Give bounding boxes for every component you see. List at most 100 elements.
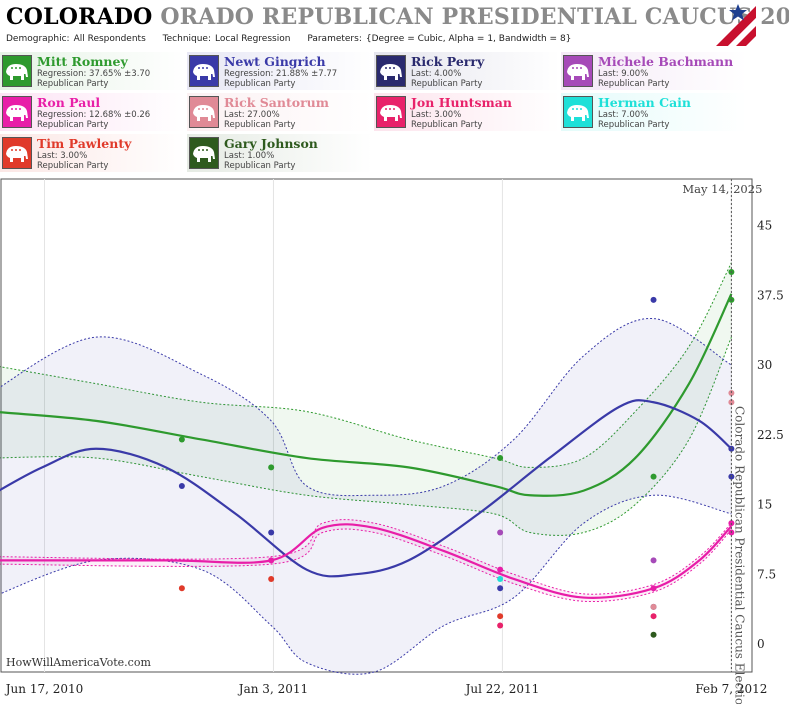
candidate-party: Republican Party xyxy=(37,161,109,171)
candidate-party: Republican Party xyxy=(411,120,483,130)
candidate-party: Republican Party xyxy=(598,79,670,89)
legend-entry-mitt-romney: Mitt Romney Regression: 37.65% ±3.70 Rep… xyxy=(0,52,186,90)
legend-entry-tim-pawlenty: Tim Pawlenty Last: 3.00% Republican Part… xyxy=(0,134,186,172)
candidate-party: Republican Party xyxy=(224,120,296,130)
ron-paul-poll-point xyxy=(268,557,275,564)
mitt-romney-poll-point xyxy=(268,464,275,471)
elephant-icon xyxy=(2,137,32,169)
gary-johnson-poll-point xyxy=(650,631,657,638)
newt-gingrich-poll-point xyxy=(178,482,185,489)
candidate-party: Republican Party xyxy=(37,120,109,130)
elephant-icon xyxy=(189,96,219,128)
legend-entry-rick-perry: Rick Perry Last: 4.00% Republican Party xyxy=(374,52,560,90)
legend-entry-jon-huntsman: Jon Huntsman Last: 3.00% Republican Part… xyxy=(374,93,560,131)
x-tick-label: Feb 7, 2012 xyxy=(695,682,767,696)
candidate-name: Herman Cain xyxy=(598,95,691,110)
elephant-icon xyxy=(189,55,219,87)
watermark: HowWillAmericaVote.com xyxy=(6,656,151,669)
candidate-stat: Last: 3.00% xyxy=(411,110,462,120)
candidate-stat: Last: 4.00% xyxy=(411,69,462,79)
candidate-name: Ron Paul xyxy=(37,95,101,110)
newt-gingrich-confidence-band xyxy=(0,318,732,675)
ron-paul-poll-point xyxy=(497,566,504,573)
y-tick-label: 15 xyxy=(757,498,772,512)
mitt-romney-poll-point xyxy=(650,473,657,480)
tim-pawlenty-poll-point xyxy=(497,613,504,620)
candidate-party: Republican Party xyxy=(411,79,483,89)
elephant-icon xyxy=(376,96,406,128)
candidate-name: Tim Pawlenty xyxy=(37,136,132,151)
mitt-romney-trend-line xyxy=(0,293,733,497)
candidate-party: Republican Party xyxy=(598,120,670,130)
mitt-romney-poll-point xyxy=(178,436,185,443)
newt-gingrich-upper-bound xyxy=(0,318,732,497)
ron-paul-lower-bound xyxy=(0,528,732,603)
elephant-icon xyxy=(189,137,219,169)
candidate-stat: Last: 3.00% xyxy=(37,151,88,161)
elephant-icon xyxy=(376,55,406,87)
newt-gingrich-poll-point xyxy=(650,296,657,303)
legend-entry-michele-bachmann: Michele Bachmann Last: 9.00% Republican … xyxy=(561,52,747,90)
newt-gingrich-poll-point xyxy=(268,529,275,536)
tim-pawlenty-poll-point xyxy=(178,585,185,592)
header: COLORADO ORADO REPUBLICAN PRESIDENTIAL C… xyxy=(0,0,789,50)
current-date-label: May 14, 2025 xyxy=(682,182,762,196)
ron-paul-poll-point xyxy=(650,585,657,592)
title-state: COLORADO xyxy=(6,4,153,30)
y-tick-label: 0 xyxy=(757,637,765,651)
candidate-stat: Regression: 21.88% ±7.77 xyxy=(224,69,338,79)
candidate-name: Rick Perry xyxy=(411,54,485,69)
y-tick-label: 22.5 xyxy=(757,428,784,442)
x-tick-label: Jan 3, 2011 xyxy=(237,682,308,696)
michele-bachmann-poll-point xyxy=(497,529,504,536)
candidate-name: Rick Santorum xyxy=(224,95,329,110)
legend-entry-gary-johnson: Gary Johnson Last: 1.00% Republican Part… xyxy=(187,134,373,172)
newt-gingrich-poll-point xyxy=(497,585,504,592)
y-tick-label: 37.5 xyxy=(757,288,784,302)
technique-value: Local Regression xyxy=(215,34,291,44)
candidate-stat: Last: 9.00% xyxy=(598,69,649,79)
candidate-name: Jon Huntsman xyxy=(411,95,512,110)
x-tick-label: Jun 17, 2010 xyxy=(4,682,84,696)
candidate-stat: Regression: 12.68% ±0.26 xyxy=(37,110,151,120)
newt-gingrich-trend-line xyxy=(0,399,733,578)
jon-huntsman-poll-point xyxy=(650,613,657,620)
mitt-romney-poll-point xyxy=(497,455,504,462)
ron-paul-upper-bound xyxy=(0,519,732,595)
candidate-stat: Last: 7.00% xyxy=(598,110,649,120)
parameters-line: Demographic: All Respondents Technique: Lo… xyxy=(6,34,575,44)
legend-entry-herman-cain: Herman Cain Last: 7.00% Republican Party xyxy=(561,93,747,131)
elephant-icon xyxy=(2,55,32,87)
y-tick-label: 7.5 xyxy=(757,567,776,581)
demographic-value: All Respondents xyxy=(73,34,146,44)
technique-label: Technique: xyxy=(162,34,212,44)
candidate-stat: Regression: 37.65% ±3.70 xyxy=(37,69,151,79)
x-tick-label: Jul 22, 2011 xyxy=(464,682,540,696)
mitt-romney-upper-bound xyxy=(0,262,732,468)
candidate-legend: Mitt Romney Regression: 37.65% ±3.70 Rep… xyxy=(0,52,789,174)
election-label: Colorado Republican Presidential Caucus … xyxy=(732,406,746,704)
flag-logo-icon xyxy=(716,4,756,46)
rick-santorum-poll-point xyxy=(728,399,735,406)
michele-bachmann-poll-point xyxy=(650,557,657,564)
candidate-party: Republican Party xyxy=(37,79,109,89)
jon-huntsman-poll-point xyxy=(497,622,504,629)
page-title: COLORADO ORADO REPUBLICAN PRESIDENTIAL C… xyxy=(6,4,789,30)
elephant-icon xyxy=(2,96,32,128)
elephant-icon xyxy=(563,96,593,128)
candidate-name: Newt Gingrich xyxy=(224,54,326,69)
candidate-party: Republican Party xyxy=(224,161,296,171)
demographic-label: Demographic: xyxy=(6,34,70,44)
candidate-party: Republican Party xyxy=(224,79,296,89)
poll-chart: Jun 17, 2010 Jan 3, 2011 Jul 22, 2011 Feb 7… xyxy=(0,178,784,704)
rick-santorum-poll-point xyxy=(650,603,657,610)
candidate-name: Mitt Romney xyxy=(37,54,128,69)
legend-entry-newt-gingrich: Newt Gingrich Regression: 21.88% ±7.77 R… xyxy=(187,52,373,90)
mitt-romney-lower-bound xyxy=(0,336,732,536)
parameters-value: {Degree = Cubic, Alpha = 1, Bandwidth = … xyxy=(365,34,572,44)
candidate-name: Michele Bachmann xyxy=(598,54,734,69)
elephant-icon xyxy=(563,55,593,87)
y-tick-label: 45 xyxy=(757,219,772,233)
parameters-label: Parameters: xyxy=(307,34,362,44)
herman-cain-poll-point xyxy=(497,575,504,582)
